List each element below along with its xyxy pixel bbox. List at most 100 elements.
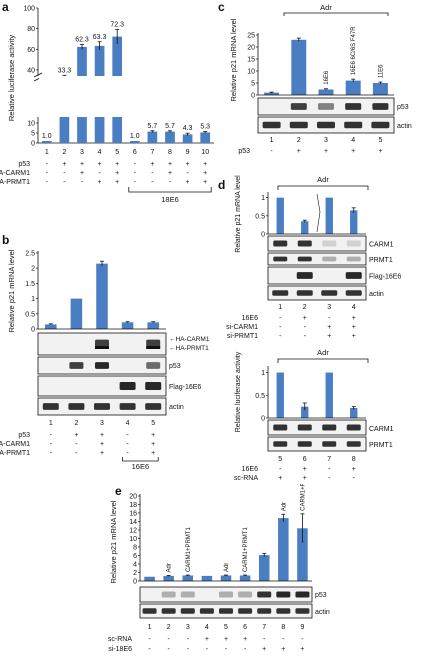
panel-d-bottom-blot-2-band-4 [346, 441, 361, 447]
panel-d-bottom-bar-3 [325, 372, 333, 418]
panel-a-row-2-mark-8: - [169, 179, 172, 186]
panel-d-bottom-title: Adr [317, 348, 329, 357]
panel-a-data-label-7: 5.7 [148, 123, 158, 130]
panel-a-row-0-mark-1: - [46, 161, 49, 168]
panel-d-bottom-row-0-mark-1: - [279, 466, 282, 473]
panel-e-bar-label-8: Adr [281, 502, 287, 511]
panel-d-bottom-y-label: Relative luciferase activity [235, 351, 242, 432]
panel-d-bottom-blot-1-band-2 [297, 424, 312, 431]
panel-d-bottom-lane-4: 8 [352, 456, 356, 463]
panel-e-lane-1: 1 [148, 624, 152, 631]
panel-e-row-1-mark-5: - [225, 646, 228, 653]
panel-e-bar-label-5: Adr [224, 563, 230, 572]
panel-e-blot-p53-band-3 [219, 591, 233, 598]
panel-d-bottom-title-bracket [277, 358, 369, 363]
panel-a-y-tick-label-upper-2: 80 [27, 26, 35, 33]
panel-a-row-1-mark-3: + [80, 170, 84, 177]
panel-e-row-1-mark-1: - [148, 646, 151, 653]
panel-a-row-2-mark-10: + [203, 179, 207, 186]
panel-d-bottom-row-1-mark-4: - [353, 475, 356, 482]
panel-e-lane-6: 6 [243, 624, 247, 631]
panel-c-blot-label-p53: p53 [397, 104, 409, 111]
panel-e-blot-label-p53: p53 [315, 592, 327, 599]
panel-e-blot-label-actin: actin [315, 609, 330, 616]
panel-d-bottom-blot-1-frame [267, 419, 367, 436]
panel-d-top-row-2-mark-4: + [352, 333, 356, 340]
panel-c-y-tick-label-5: 25 [247, 33, 255, 40]
panel-d-top-row-1-mark-2: - [304, 324, 307, 331]
panel-d-top-lane-3: 3 [327, 304, 331, 311]
panel-d-bottom-blot-1-band-1 [273, 424, 288, 431]
panel-e-bar-4 [201, 575, 213, 581]
panel-d-top-lane-2: 2 [303, 304, 307, 311]
panel-d-top-blot-label-2: PRMT1 [369, 257, 393, 264]
panel-d-top-blot-1-band-3 [322, 240, 337, 247]
panel-e-bar-label-9: CARM1+PRMT1 [300, 484, 306, 511]
panel-b-blot-p53-band-3 [146, 362, 161, 369]
panel-a-row-1-mark-6: - [134, 170, 137, 177]
panel-d-bottom-blot-2-band-2 [297, 441, 312, 447]
panel-e-y-tick-label-8: 16 [129, 511, 137, 518]
panel-a-bar-5-lower [112, 117, 123, 143]
panel-e-lane-4: 4 [205, 624, 209, 631]
panel-e-bar-8 [278, 518, 289, 581]
panel-e-blot-p53-band-2 [180, 591, 195, 598]
panel-b-row-1-mark-1: - [50, 441, 53, 448]
panel-d-bottom-row-0-mark-3: - [328, 466, 331, 473]
panel-b-blot-label-p53: p53 [169, 363, 181, 370]
panel-a-lane-7: 7 [150, 149, 154, 156]
panel-a-bracket-label: 18E6 [161, 195, 179, 204]
panel-c-y-tick-label-1: 5 [251, 81, 255, 88]
panel-e-lane-3: 3 [186, 624, 190, 631]
panel-a-bar-6 [129, 141, 140, 143]
panel-b-row-2-mark-2: - [75, 450, 78, 457]
panel-d-top-blot-2-band-1 [273, 256, 288, 262]
panel-a-y-tick-label-lower-2: 10 [27, 121, 35, 128]
panel-e-row-1-mark-2: - [167, 646, 170, 653]
panel-e-y-tick-label-4: 8 [133, 545, 137, 552]
panel-c-bar-3 [318, 89, 334, 95]
panel-e-blot-actin-band-8 [276, 608, 291, 614]
panel-d: d Adr 0 0.5 1 Relative p21 mRNA level CARM1 PR… [218, 172, 436, 484]
panel-d-top-y-label: Relative p21 mRNA level [235, 175, 242, 253]
panel-a-bar-4 [94, 45, 105, 76]
panel-e-row-1-mark-3: - [187, 646, 190, 653]
panel-b-blot-actin-band-5 [145, 403, 162, 410]
panel-d-top-title: Adr [317, 175, 329, 184]
panel-a-row-2-mark-7: - [151, 179, 154, 186]
panel-d-top-bar-4 [350, 210, 358, 234]
panel-c-row-0-mark-4: + [351, 148, 355, 155]
panel-c-row-0-mark-1: - [270, 148, 273, 155]
panel-a-row-1-mark-9: - [186, 170, 189, 177]
panel-d-top-row-0-mark-1: - [279, 315, 282, 322]
panel-d-top-blot-4-band-2 [296, 290, 313, 296]
panel-b-blot-actin-band-4 [119, 403, 136, 410]
panel-b-row-2-mark-3: + [100, 450, 104, 457]
panel-d-top-divider [316, 193, 321, 233]
panel-a-data-label-4: 63.3 [93, 34, 107, 41]
panel-d-bottom-lane-3: 7 [327, 456, 331, 463]
panel-a-y-tick-label-upper-0: 40 [27, 67, 35, 74]
panel-a-lane-3: 3 [80, 149, 84, 156]
panel-c-y-label: Relative p21 mRNA level [229, 18, 238, 101]
panel-d-top-lane-1: 1 [278, 304, 282, 311]
panel-c-bar-label-3: 16E6 [324, 70, 330, 85]
panel-c-bar-2 [291, 39, 307, 95]
panel-a-row-label-1: HA-CARM1 [0, 170, 30, 177]
panel-e-blot-p53-band-1 [161, 591, 176, 598]
panel-b-y-tick-label-1: 0.5 [25, 311, 35, 318]
panel-a-y-tick-label-upper-3: 100 [23, 6, 35, 13]
panel-c-y-tick-label-2: 10 [247, 69, 255, 76]
panel-b-y-tick-label-2: 1 [31, 296, 35, 303]
panel-a-axis-gap [39, 76, 215, 117]
panel-d-top-blot-label-4: actin [369, 291, 384, 298]
panel-e-y-tick-label-1: 2 [133, 570, 137, 577]
panel-b-blot-flag-band-2 [145, 382, 162, 390]
panel-c-blot-label-actin: actin [397, 123, 412, 130]
panel-b-bracket-label: 16E6 [132, 462, 150, 470]
panel-e-y-tick-label-6: 12 [129, 528, 137, 535]
panel-d-top-blot-3-band-1 [296, 272, 313, 279]
panel-b-bar-1 [45, 324, 57, 329]
panel-e-y-label: Relative p21 mRNA level [109, 500, 118, 583]
